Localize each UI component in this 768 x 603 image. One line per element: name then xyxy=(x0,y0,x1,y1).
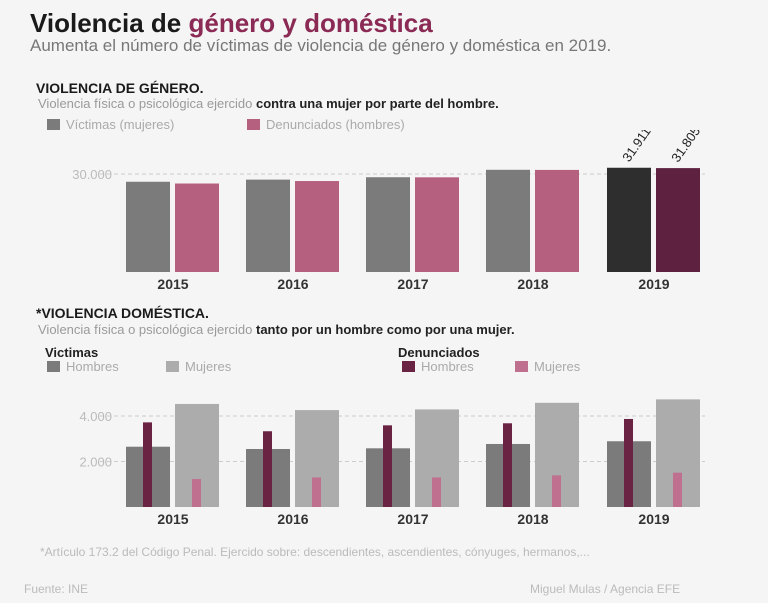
chart2-description: Violencia física o psicológica ejercido … xyxy=(38,322,515,337)
x-tick-label: 2019 xyxy=(638,276,669,292)
bar-victimas-2017 xyxy=(366,177,410,272)
bar-denunciados-mujeres-2015 xyxy=(192,479,201,507)
chart1-desc-bold: contra una mujer por parte del hombre. xyxy=(256,96,499,111)
legend-victimas-mujeres: Mujeres xyxy=(166,359,231,374)
chart2-plot: 2.000 4.000 2015 2016 2017 2018 2019 xyxy=(79,399,705,527)
chart1-plot: 30.000 2015 2016 2017 2018 2019 31.911 31.805 xyxy=(72,130,705,292)
data-label: 31.911 xyxy=(619,130,654,164)
x-tick-label: 2018 xyxy=(517,511,548,527)
legend-denunciados-mujeres: Mujeres xyxy=(515,359,580,374)
legend-denunciados-hombres: Hombres xyxy=(402,359,474,374)
x-tick-label: 2015 xyxy=(157,511,188,527)
legend-label: Hombres xyxy=(421,359,474,374)
bar-denunciados-2018 xyxy=(535,169,579,272)
chart1-title: VIOLENCIA DE GÉNERO. xyxy=(36,80,204,96)
bar-denunciados-mujeres-2017 xyxy=(432,477,441,507)
legend-label: Víctimas (mujeres) xyxy=(66,117,175,132)
bar-denunciados-mujeres-2018 xyxy=(552,475,561,507)
chart2-desc-bold: tanto por un hombre como por una mujer. xyxy=(256,322,515,337)
bar-denunciados-mujeres-2019 xyxy=(673,472,682,507)
bar-victimas-2016 xyxy=(246,179,290,272)
x-tick-label: 2019 xyxy=(638,511,669,527)
legend-swatch xyxy=(47,361,60,372)
bar-denunciados-hombres-2016 xyxy=(263,431,272,507)
x-tick-label: 2017 xyxy=(397,511,428,527)
title-part-1: Violencia de xyxy=(30,8,189,38)
y-tick-label: 30.000 xyxy=(72,167,112,182)
bar-victimas-2018 xyxy=(486,169,530,272)
legend-group-denunciados: Denunciados xyxy=(398,345,480,360)
x-tick-label: 2016 xyxy=(277,276,308,292)
x-tick-label: 2017 xyxy=(397,276,428,292)
legend-victimas-hombres: Hombres xyxy=(47,359,119,374)
legend-swatch xyxy=(47,119,60,130)
bar-denunciados-hombres-2019 xyxy=(624,418,633,507)
chart2-desc-plain: Violencia física o psicológica ejercido xyxy=(38,322,256,337)
bar-victimas-2015 xyxy=(126,181,170,272)
chart1-desc-plain: Violencia física o psicológica ejercido xyxy=(38,96,256,111)
legend-swatch xyxy=(247,119,260,130)
chart1-legend-victimas: Víctimas (mujeres) xyxy=(47,117,174,132)
bar-denunciados-hombres-2015 xyxy=(143,422,152,507)
title-part-2: género y doméstica xyxy=(188,8,433,38)
legend-group-victimas: Victimas xyxy=(45,345,99,360)
bar-victimas-2019 xyxy=(607,167,651,272)
x-tick-label: 2018 xyxy=(517,276,548,292)
chart2-title: *VIOLENCIA DOMÉSTICA. xyxy=(36,305,209,321)
bar-denunciados-2016 xyxy=(295,181,339,272)
chart1-legend-denunciados: Denunciados (hombres) xyxy=(247,117,405,132)
bar-denunciados-2015 xyxy=(175,183,219,272)
legend-swatch xyxy=(402,361,415,372)
footnote: *Artículo 173.2 del Código Penal. Ejerci… xyxy=(40,545,590,559)
y-tick-label: 2.000 xyxy=(79,455,112,470)
bar-denunciados-hombres-2017 xyxy=(383,425,392,507)
bar-denunciados-2019 xyxy=(656,168,700,272)
legend-label: Hombres xyxy=(66,359,119,374)
bar-denunciados-mujeres-2016 xyxy=(312,477,321,507)
credit: Miguel Mulas / Agencia EFE xyxy=(530,582,681,596)
bar-denunciados-2017 xyxy=(415,177,459,272)
y-tick-label: 4.000 xyxy=(79,409,112,424)
x-tick-label: 2015 xyxy=(157,276,188,292)
legend-swatch xyxy=(515,361,528,372)
source: Fuente: INE xyxy=(24,582,89,596)
data-label: 31.805 xyxy=(668,130,703,165)
legend-label: Denunciados (hombres) xyxy=(266,117,405,132)
page-title: Violencia de género y doméstica xyxy=(30,8,433,39)
subtitle: Aumenta el número de víctimas de violenc… xyxy=(30,36,612,55)
bar-denunciados-hombres-2018 xyxy=(503,423,512,507)
chart1-description: Violencia física o psicológica ejercido … xyxy=(38,96,499,111)
x-tick-label: 2016 xyxy=(277,511,308,527)
legend-label: Mujeres xyxy=(185,359,232,374)
legend-label: Mujeres xyxy=(534,359,581,374)
legend-swatch xyxy=(166,361,179,372)
